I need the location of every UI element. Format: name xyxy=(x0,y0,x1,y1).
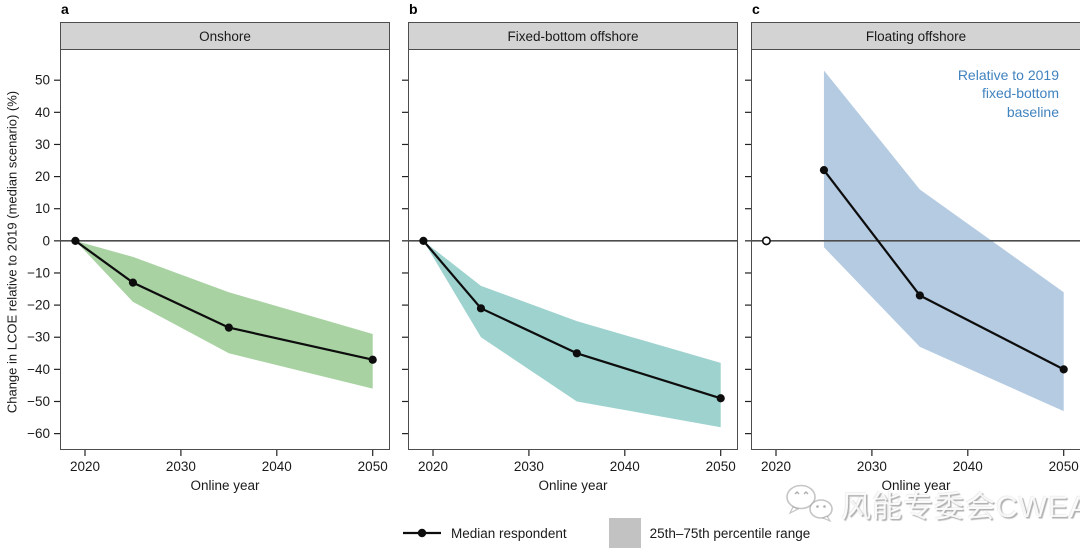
y-tick-label: 0 xyxy=(42,233,50,248)
panel-b: b Fixed-bottom offshore 2020 2030 2040 2050 On… xyxy=(402,0,738,500)
legend: Median respondent 25th–75th percentile r… xyxy=(402,518,810,548)
annotation-line-2: fixed-bottom xyxy=(981,85,1059,102)
wechat-icon xyxy=(786,484,833,523)
data-point xyxy=(128,278,138,287)
y-tick-label: −40 xyxy=(27,362,50,377)
y-tick-label: 30 xyxy=(35,137,50,152)
floating-baseline-annotation: Relative to 2019 fixed-bottom baseline xyxy=(958,66,1059,121)
x-tick-label: 2040 xyxy=(953,459,983,474)
panel-header-b: Fixed-bottom offshore xyxy=(408,22,738,50)
y-tick-label: −20 xyxy=(27,298,50,313)
data-point xyxy=(476,304,486,313)
y-tick-label: 40 xyxy=(35,105,50,120)
x-tick-label: 2040 xyxy=(262,459,292,474)
legend-item-percentile-band: 25th–75th percentile range xyxy=(608,518,811,548)
x-axis-label: Online year xyxy=(538,478,608,493)
data-point xyxy=(572,349,581,358)
x-tick-label: 2050 xyxy=(358,459,388,474)
y-tick-label: −30 xyxy=(27,330,50,345)
x-tick-label: 2020 xyxy=(70,459,100,474)
annotation-line-3: baseline xyxy=(1006,103,1059,120)
median-line xyxy=(422,240,722,400)
x-tick-label: 2030 xyxy=(514,459,544,474)
x-tick-label: 2050 xyxy=(706,459,736,474)
panel-letter-c: c xyxy=(752,1,760,17)
x-axis-label: Online year xyxy=(881,478,951,493)
data-point xyxy=(915,291,924,300)
panel-letter-a: a xyxy=(61,1,69,17)
panel-title: Fixed-bottom offshore xyxy=(507,28,639,44)
panel-a: a Onshore 50 40 30 20 10 0 −10 −20 −30 −40 −50 −60 202… xyxy=(27,0,390,500)
x-tick-label: 2020 xyxy=(761,459,791,474)
data-point xyxy=(1059,365,1068,374)
y-tick-label: −50 xyxy=(27,394,50,409)
annotation-line-1: Relative to 2019 xyxy=(957,67,1059,83)
data-point xyxy=(716,394,725,403)
y-tick-label: 50 xyxy=(35,73,50,88)
plot-c: 2020 2030 2040 2050 xyxy=(745,50,1080,474)
data-point xyxy=(419,236,428,245)
y-tick-label: 20 xyxy=(35,169,50,184)
data-point xyxy=(819,166,829,175)
plot-a: 50 40 30 20 10 0 −10 −20 −30 −40 −50 −60 2020 2030 204… xyxy=(27,50,390,474)
panel-title: Onshore xyxy=(199,28,251,44)
percentile-band xyxy=(75,240,373,389)
panel-c: c Floating offshore 2020 2030 2040 2050 Online… xyxy=(745,0,1080,500)
legend-median-label: Median respondent xyxy=(451,525,567,541)
x-tick-label: 2040 xyxy=(610,459,640,474)
data-point xyxy=(224,323,233,332)
data-point xyxy=(368,355,377,364)
data-point xyxy=(71,236,80,245)
median-line-marker-icon xyxy=(403,528,441,538)
y-tick-label: −10 xyxy=(27,265,50,280)
panel-title: Floating offshore xyxy=(865,28,967,44)
median-line xyxy=(74,239,373,361)
percentile-band xyxy=(423,240,721,428)
x-tick-label: 2030 xyxy=(857,459,887,474)
x-tick-label: 2030 xyxy=(166,459,196,474)
y-tick-label: 10 xyxy=(35,201,50,216)
watermark: 风能专委会CWEA xyxy=(784,481,1080,527)
y-tick-label: −60 xyxy=(27,426,50,441)
panel-header-a: Onshore xyxy=(60,22,390,50)
x-tick-label: 2020 xyxy=(418,459,448,474)
x-tick-label: 2050 xyxy=(1049,459,1079,474)
panel-header-c: Floating offshore xyxy=(751,22,1080,50)
x-axis-label: Online year xyxy=(190,478,260,493)
watermark-text: 风能专委会CWEA xyxy=(841,491,1080,524)
baseline-open-point xyxy=(761,236,771,246)
plot-b: 2020 2030 2040 2050 xyxy=(402,50,738,474)
y-axis-label: Change in LCOE relative to 2019 (median … xyxy=(4,90,20,414)
panel-letter-b: b xyxy=(409,1,418,17)
legend-item-median: Median respondent xyxy=(402,526,567,541)
percentile-band-swatch xyxy=(608,518,641,548)
legend-band-label: 25th–75th percentile range xyxy=(649,525,811,541)
